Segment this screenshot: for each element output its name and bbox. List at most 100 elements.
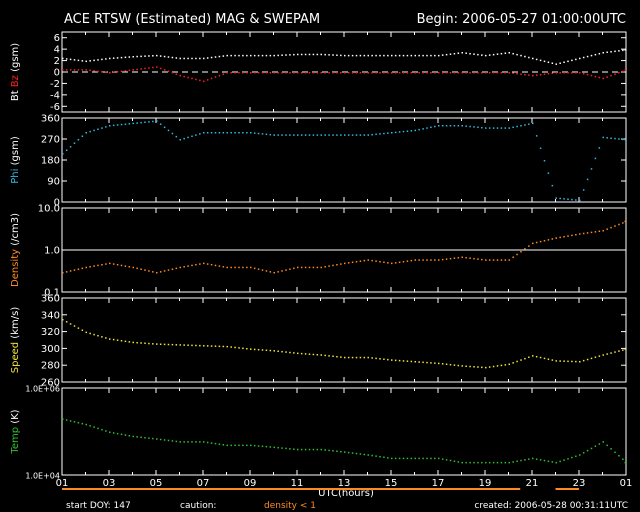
data-point-density xyxy=(559,236,561,239)
data-point-bz xyxy=(438,72,440,74)
data-point-bz xyxy=(418,72,420,74)
data-point-density xyxy=(582,232,585,235)
data-point-bz xyxy=(579,72,581,74)
data-point-speed xyxy=(163,343,166,346)
data-point-speed xyxy=(347,356,350,359)
data-point-bz xyxy=(159,67,162,70)
data-point-speed xyxy=(179,344,181,346)
data-point-bz xyxy=(449,72,452,74)
data-point-speed xyxy=(571,360,573,363)
data-point-bt xyxy=(512,52,514,55)
data-point-density xyxy=(579,233,581,235)
data-point-density xyxy=(516,253,518,256)
data-point-bt xyxy=(359,54,362,57)
data-point-temp xyxy=(539,459,542,461)
y-tick-label: 2 xyxy=(54,56,60,67)
data-point-temp xyxy=(316,448,319,451)
data-point-speed xyxy=(156,343,158,345)
data-point-density xyxy=(285,269,287,271)
data-point-speed xyxy=(203,345,205,347)
data-point-temp xyxy=(226,444,228,447)
data-point-bt xyxy=(547,61,550,64)
data-point-speed xyxy=(175,344,178,346)
data-point-speed xyxy=(81,329,84,331)
data-point-bt xyxy=(347,54,350,57)
data-point-temp xyxy=(383,456,385,459)
data-point-temp xyxy=(85,423,87,426)
data-point-phi xyxy=(512,126,514,129)
data-point-phi xyxy=(336,134,338,136)
data-point-bz xyxy=(234,72,236,74)
data-point-phi xyxy=(391,132,393,134)
data-point-bz xyxy=(328,72,330,74)
data-point-phi xyxy=(191,135,193,137)
data-point-bt xyxy=(496,53,499,55)
data-point-bt xyxy=(320,53,322,56)
data-point-bt xyxy=(81,60,84,62)
data-point-bz xyxy=(163,69,166,71)
data-point-density xyxy=(277,271,279,273)
data-point-density xyxy=(206,263,209,265)
data-point-density xyxy=(367,259,369,261)
data-point-bt xyxy=(606,51,608,54)
data-point-speed xyxy=(261,349,264,351)
data-point-phi xyxy=(101,127,103,129)
data-point-bt xyxy=(206,57,209,59)
data-point-speed xyxy=(532,355,534,357)
data-point-speed xyxy=(461,365,463,367)
data-point-density xyxy=(481,258,483,261)
data-point-bt xyxy=(167,56,170,58)
data-point-temp xyxy=(610,448,612,450)
data-point-speed xyxy=(449,363,452,366)
data-point-density xyxy=(410,259,413,262)
data-point-temp xyxy=(265,445,268,448)
data-point-density xyxy=(69,270,72,272)
data-point-phi xyxy=(97,128,99,130)
data-point-temp xyxy=(500,461,503,464)
x-tick-label: 17 xyxy=(432,478,445,489)
data-point-temp xyxy=(434,457,436,460)
data-point-temp xyxy=(238,444,240,447)
y-tick-label: 10.0 xyxy=(38,204,60,215)
data-point-temp xyxy=(89,425,91,427)
data-point-density xyxy=(222,266,225,268)
data-point-bz xyxy=(492,72,495,74)
data-point-phi xyxy=(422,128,424,130)
data-point-density xyxy=(156,271,158,274)
data-point-temp xyxy=(387,457,389,459)
data-point-phi xyxy=(250,132,252,134)
data-point-phi xyxy=(622,138,624,141)
data-point-phi xyxy=(524,124,526,126)
data-point-phi xyxy=(434,125,436,128)
data-point-bz xyxy=(62,69,64,71)
data-point-temp xyxy=(293,448,295,450)
data-point-density xyxy=(73,269,76,271)
data-point-density xyxy=(336,264,338,266)
data-point-density xyxy=(563,236,565,238)
data-point-temp xyxy=(332,450,334,452)
data-point-speed xyxy=(496,365,499,367)
data-point-temp xyxy=(222,444,225,446)
data-point-bt xyxy=(191,57,193,60)
data-point-temp xyxy=(199,441,201,443)
data-point-temp xyxy=(230,444,232,447)
data-point-phi xyxy=(387,132,389,134)
data-point-phi xyxy=(418,128,420,131)
y-axis-label-part: Speed xyxy=(10,342,21,373)
data-point-density xyxy=(132,266,134,269)
data-point-temp xyxy=(218,443,221,445)
data-point-speed xyxy=(582,359,585,362)
data-point-density xyxy=(441,258,444,261)
data-point-phi xyxy=(163,126,166,129)
start-doy: start DOY: 147 xyxy=(66,501,131,511)
data-point-temp xyxy=(308,448,311,451)
data-point-bt xyxy=(500,52,503,55)
data-point-bz xyxy=(214,76,217,78)
data-point-temp xyxy=(410,457,413,460)
data-point-phi xyxy=(344,134,346,136)
data-point-temp xyxy=(391,457,393,460)
data-point-temp xyxy=(167,439,170,442)
data-point-temp xyxy=(618,454,620,457)
data-point-bz xyxy=(539,73,542,76)
data-point-temp xyxy=(336,450,338,452)
